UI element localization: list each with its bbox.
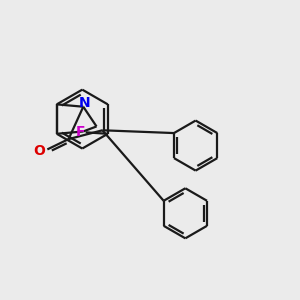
Text: N: N xyxy=(78,96,90,110)
Text: F: F xyxy=(76,125,85,139)
Text: O: O xyxy=(33,144,45,158)
